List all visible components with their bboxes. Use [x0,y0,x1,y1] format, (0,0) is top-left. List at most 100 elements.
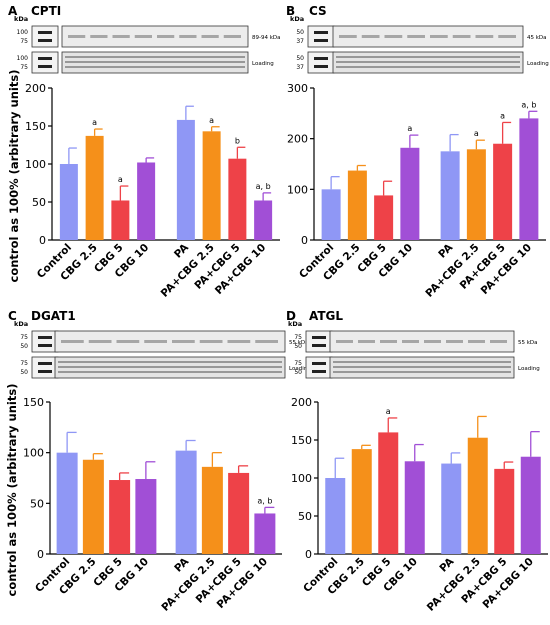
y-tick-label: 0 [39,234,46,247]
kda-label: 75 [294,334,302,341]
significance-label: a [500,111,505,120]
significance-label: a, b [256,182,271,191]
marker-band [38,57,52,60]
loading-label: Loading [252,61,274,67]
kda-header: kDa [290,15,304,23]
kda-label: 100 [17,29,29,36]
bar [493,143,513,240]
bar [404,461,425,554]
y-tick-label: 100 [23,447,44,460]
significance-label: b [235,136,240,145]
y-axis-label: control as 100% (arbitrary units) [5,384,19,597]
bar [111,200,130,240]
protein-band [339,35,357,38]
protein-band [144,340,167,343]
bar [109,480,131,554]
panel-title: CS [309,4,327,18]
band-label: 55 kDa [518,340,538,346]
protein-band [446,340,463,343]
y-tick-label: 150 [25,120,46,133]
loading-band [65,56,245,58]
marker-band [312,344,326,347]
kda-label: 50 [296,55,304,62]
protein-band [358,340,375,343]
marker-lane [31,356,59,379]
y-tick-label: 200 [291,396,312,409]
protein-band [61,340,84,343]
marker-lane [307,51,335,74]
protein-band [452,35,471,38]
protein-band [407,35,425,38]
marker-lane [31,51,59,74]
marker-lane [307,25,335,48]
bar [201,466,223,554]
bar [321,189,341,240]
protein-band [424,340,441,343]
y-tick-label: 200 [287,133,308,146]
blot-strip [329,330,515,353]
marker-band [314,39,328,42]
y-tick-label: 0 [305,548,312,561]
loading-band [336,56,520,58]
bar [441,463,462,554]
bar [351,449,372,554]
y-tick-label: 150 [23,396,44,409]
y-tick-label: 0 [37,548,44,561]
kda-label: 50 [20,369,28,376]
band-label: 55 kDa [289,340,309,346]
panel-letter: B [286,4,295,18]
protein-band [172,340,195,343]
kda-label: 50 [294,369,302,376]
loading-band [336,61,520,63]
protein-band [90,35,108,38]
significance-label: a, b [257,496,272,505]
loading-label: Loading [518,366,540,372]
bar [254,513,276,554]
marker-band [314,31,328,34]
bar [85,135,104,240]
protein-band [380,340,397,343]
marker-band [38,65,52,68]
marker-band [38,31,52,34]
bar [82,459,104,554]
kda-header: kDa [14,15,28,23]
y-tick-label: 200 [25,82,46,95]
loading-band [65,66,245,68]
bar [228,158,247,240]
panel-letter: A [8,4,18,18]
bar [325,478,346,554]
protein-band [68,35,86,38]
bar [59,164,78,240]
protein-band [179,35,197,38]
marker-band [314,65,328,68]
bar [137,162,156,240]
bar [135,479,157,554]
protein-band [134,35,152,38]
significance-label: a [92,118,97,127]
y-tick-label: 50 [30,497,44,510]
kda-label: 75 [294,360,302,367]
protein-band [384,35,403,38]
loading-band [58,361,282,363]
bar [56,452,78,554]
protein-band [116,340,140,343]
kda-label: 100 [17,55,29,62]
panel-letter: C [8,309,17,323]
significance-label: a [209,116,214,125]
category-label: PA [172,241,192,261]
significance-label: a [474,129,479,138]
y-axis-label: control as 100% (arbitrary units) [7,70,21,283]
bar [400,147,420,240]
protein-band [475,35,494,38]
protein-band [402,340,419,343]
panel-title: DGAT1 [31,309,76,323]
kda-label: 37 [296,64,304,71]
kda-header: kDa [288,320,302,328]
kda-label: 50 [294,343,302,350]
bar [176,119,195,240]
protein-band [468,340,485,343]
